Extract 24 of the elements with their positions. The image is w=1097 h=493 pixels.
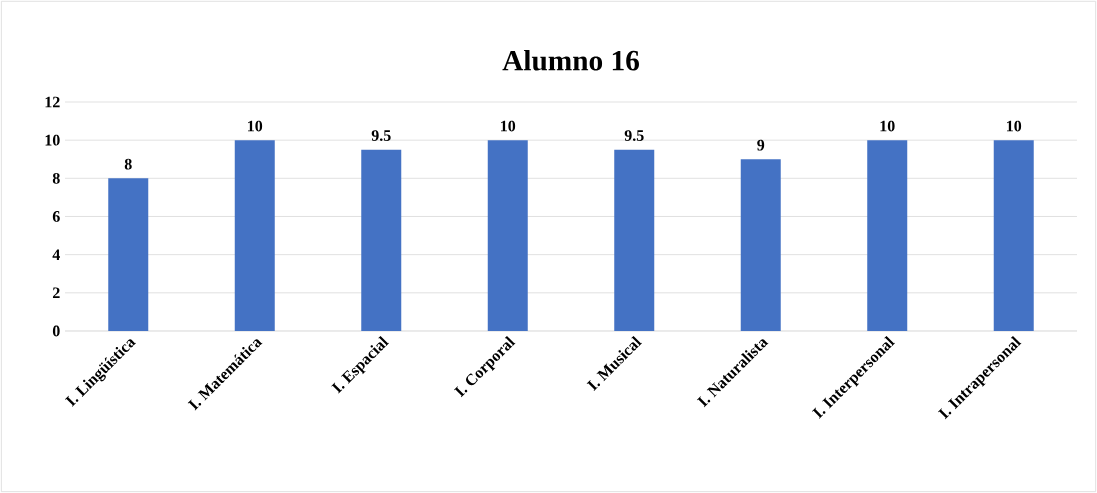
data-label: 9: [757, 139, 765, 151]
bar: [993, 140, 1034, 331]
y-tick-label: 6: [52, 211, 60, 222]
bar: [740, 159, 781, 331]
y-tick-label: 2: [52, 287, 60, 299]
chart-title: Alumno 16: [502, 49, 639, 71]
data-label: 10: [248, 120, 263, 132]
y-tick-label: 4: [52, 249, 60, 260]
data-label: 10: [501, 120, 516, 132]
y-tick-label: 8: [52, 172, 60, 184]
y-tick-label: 0: [52, 325, 60, 337]
bar: [614, 149, 655, 331]
data-label: 9.5: [624, 130, 644, 141]
y-tick-label: 10: [45, 134, 60, 146]
bar: [867, 140, 908, 331]
bar: [234, 140, 275, 331]
bar: [361, 149, 402, 331]
y-tick-label: 12: [45, 96, 60, 108]
data-label: 9.5: [371, 130, 391, 141]
bar: [487, 140, 528, 331]
data-label: 8: [124, 158, 132, 170]
data-label: 10: [1007, 120, 1022, 132]
bar: [108, 178, 149, 331]
data-label: 10: [880, 120, 895, 132]
